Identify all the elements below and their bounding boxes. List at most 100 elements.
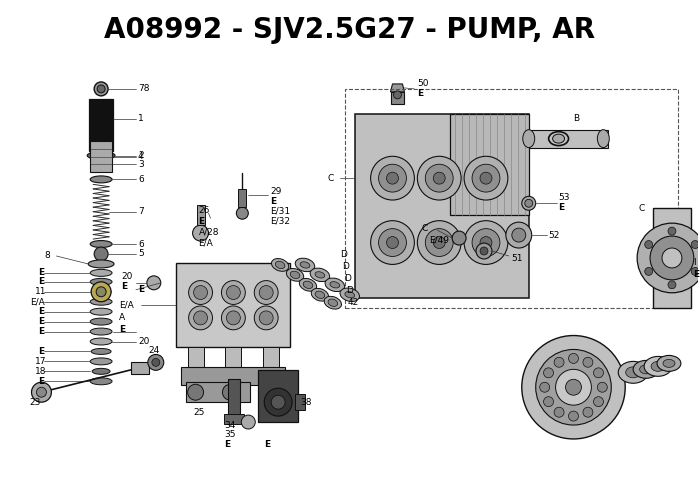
Text: E: E [225,441,230,449]
Circle shape [94,82,108,96]
Circle shape [506,222,532,248]
Ellipse shape [328,299,337,306]
Text: 17: 17 [34,357,46,366]
Circle shape [32,382,51,402]
Bar [450,114,528,215]
Circle shape [259,311,273,325]
Bar [176,263,290,348]
Text: D: D [342,263,349,272]
Text: E: E [38,327,45,336]
Circle shape [254,306,278,330]
Circle shape [386,172,398,184]
Ellipse shape [88,260,114,268]
Ellipse shape [340,288,360,301]
Circle shape [691,240,699,248]
Circle shape [254,281,278,304]
Text: E: E [38,269,45,277]
Circle shape [148,355,164,370]
Circle shape [96,287,106,297]
Circle shape [379,164,407,192]
Bar [345,89,678,308]
Text: E: E [559,203,565,212]
Circle shape [480,236,492,248]
Circle shape [370,221,414,265]
Bar [90,141,112,173]
Text: E: E [38,307,45,316]
Text: I: I [693,259,696,268]
Text: E: E [693,271,699,279]
Circle shape [668,281,676,289]
Circle shape [193,225,209,241]
Circle shape [583,357,593,367]
Text: 26: 26 [199,206,210,215]
Circle shape [568,411,578,421]
Text: D: D [346,286,353,295]
Circle shape [543,397,554,406]
Ellipse shape [90,176,112,183]
Text: 6: 6 [138,239,144,248]
Circle shape [426,229,453,257]
Circle shape [540,382,550,392]
Circle shape [237,207,248,219]
Circle shape [433,172,445,184]
Circle shape [464,156,508,200]
Text: 3: 3 [138,160,144,169]
Circle shape [543,368,554,378]
Circle shape [522,336,625,439]
Text: E: E [38,317,45,326]
Ellipse shape [663,360,675,367]
Circle shape [194,286,207,299]
Ellipse shape [290,271,300,279]
Ellipse shape [523,130,535,147]
Ellipse shape [295,258,315,272]
Circle shape [554,357,564,367]
Circle shape [650,236,694,280]
Ellipse shape [90,298,112,305]
Ellipse shape [90,308,112,315]
Ellipse shape [300,262,310,268]
Text: E: E [417,90,424,99]
Circle shape [221,281,245,304]
Ellipse shape [303,281,313,289]
Text: 78: 78 [138,85,149,94]
Circle shape [393,91,402,99]
Circle shape [36,387,46,397]
Circle shape [568,354,578,363]
Text: B: B [573,114,580,123]
Text: 50: 50 [417,79,429,89]
Circle shape [147,276,161,290]
Circle shape [472,164,500,192]
Circle shape [241,415,255,429]
Bar [131,362,149,374]
Text: E/32: E/32 [270,217,290,226]
Text: E: E [199,217,204,226]
Ellipse shape [651,361,665,371]
Circle shape [522,196,536,210]
Ellipse shape [90,318,112,325]
Text: E/49: E/49 [429,235,449,244]
Circle shape [597,382,608,392]
Circle shape [476,243,492,259]
Bar [186,382,251,402]
Text: 7: 7 [138,207,144,216]
Ellipse shape [325,278,344,292]
Circle shape [188,281,213,304]
Circle shape [637,223,700,293]
Bar [181,367,285,385]
Ellipse shape [91,349,111,355]
Ellipse shape [300,279,316,291]
Bar [653,208,691,308]
Text: E: E [270,197,276,206]
Circle shape [152,359,160,366]
Circle shape [645,240,652,248]
Ellipse shape [626,367,641,378]
Circle shape [583,407,593,417]
Ellipse shape [90,278,112,285]
Ellipse shape [90,338,112,345]
Text: 34: 34 [225,421,236,430]
Text: 51: 51 [511,255,522,264]
Text: 20: 20 [138,337,149,346]
Circle shape [188,306,213,330]
Ellipse shape [657,356,681,371]
Ellipse shape [90,358,112,365]
